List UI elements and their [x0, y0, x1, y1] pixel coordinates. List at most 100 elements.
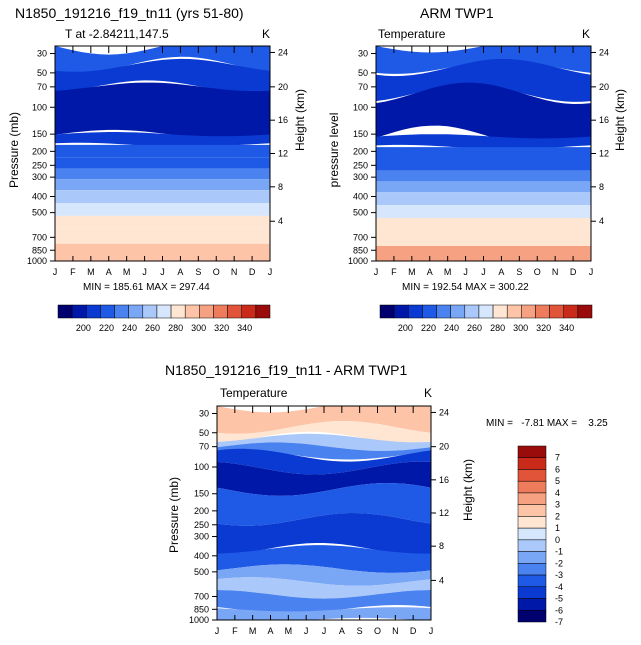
colorbar-swatch	[549, 304, 564, 319]
y-tick-label: 1000	[27, 256, 47, 266]
colorbar-swatch	[71, 304, 87, 319]
x-tick-label: M	[444, 267, 452, 277]
colorbar-swatch	[517, 551, 547, 564]
colorbar-label: -5	[555, 594, 563, 604]
y-tick-label: 50	[358, 68, 368, 78]
y-tick-label: 100	[32, 102, 47, 112]
colorbar-swatch	[199, 304, 214, 319]
x-tick-label: F	[70, 267, 76, 277]
model-y2label: Height (km)	[293, 89, 307, 151]
y2-tick-label: 16	[439, 475, 449, 485]
x-tick-label: J	[142, 267, 147, 277]
colorbar-swatch	[517, 469, 547, 482]
y-tick-label: 30	[358, 49, 368, 59]
y-tick-label: 1000	[348, 256, 368, 266]
colorbar-swatch	[517, 480, 547, 494]
obs-stats: MIN = 192.54 MAX = 300.22	[402, 282, 529, 293]
band-4	[55, 144, 270, 158]
colorbar-label: 200	[76, 323, 91, 333]
colorbar-label: 1	[555, 523, 560, 533]
x-tick-label: J	[429, 626, 434, 636]
y-tick-label: 200	[353, 146, 368, 156]
colorbar-swatch	[156, 304, 172, 319]
colorbar-label: 220	[99, 323, 114, 333]
obs-y2-ticks: 24 20 16 12 8 4	[591, 47, 609, 226]
colorbar-swatch	[170, 304, 186, 319]
x-tick-label: M	[87, 267, 95, 277]
colorbar-swatch	[408, 304, 423, 319]
diff-y2label: Height (km)	[461, 459, 475, 521]
y-tick-label: 300	[32, 172, 47, 182]
band-6	[376, 170, 591, 182]
colorbar-swatch	[517, 598, 547, 611]
y-tick-label: 1000	[189, 615, 209, 625]
x-tick-label: J	[268, 267, 273, 277]
x-tick-label: N	[392, 626, 399, 636]
y2-tick-label: 12	[278, 149, 288, 159]
band-9	[376, 205, 591, 218]
band-6	[217, 483, 431, 526]
diff-stats: MIN = -7.81 MAX = 3.25	[486, 418, 608, 429]
y2-tick-label: 12	[439, 508, 449, 518]
band-8	[376, 192, 591, 206]
x-tick-label: F	[391, 267, 397, 277]
colorbar-swatch	[57, 304, 73, 319]
colorbar-label: -3	[555, 570, 563, 580]
colorbar-label: 340	[559, 323, 574, 333]
x-tick-label: M	[408, 267, 416, 277]
y-tick-label: 100	[194, 462, 209, 472]
y-tick-label: 250	[32, 160, 47, 170]
x-tick-label: N	[231, 267, 238, 277]
colorbar-label: 260	[467, 323, 482, 333]
y-tick-label: 200	[32, 146, 47, 156]
obs-ylabel: pressure level	[327, 113, 341, 188]
band-10	[55, 215, 270, 229]
y2-tick-label: 20	[439, 442, 449, 452]
colorbar-swatch	[517, 457, 547, 470]
y-tick-label: 300	[194, 532, 209, 542]
model-stats: MIN = 185.61 MAX = 297.44	[83, 282, 210, 293]
x-tick-label: A	[339, 626, 345, 636]
y2-tick-label: 4	[439, 575, 444, 585]
y-tick-label: 250	[353, 160, 368, 170]
x-tick-label: J	[322, 626, 327, 636]
x-tick-label: N	[552, 267, 559, 277]
band-5	[376, 159, 591, 171]
model-y2-ticks: 24 20 16 12 8 4	[270, 47, 288, 226]
x-tick-label: F	[232, 626, 238, 636]
colorbar-label: 300	[513, 323, 528, 333]
diff-units: K	[424, 386, 432, 400]
colorbar-swatch	[517, 445, 547, 458]
colorbar-swatch	[241, 304, 257, 319]
colorbar-label: -6	[555, 605, 563, 615]
band-3	[217, 442, 431, 460]
colorbar-swatch	[492, 304, 508, 319]
band-3	[55, 132, 270, 147]
x-tick-label: J	[481, 267, 486, 277]
x-tick-label: O	[213, 267, 220, 277]
y-tick-label: 500	[194, 567, 209, 577]
colorbar-swatch	[535, 304, 550, 319]
model-ylabel: Pressure (mb)	[7, 112, 21, 188]
colorbar-swatch	[422, 304, 437, 319]
colorbar-label: 6	[555, 464, 560, 474]
band-1	[376, 58, 591, 102]
y2-tick-label: 20	[599, 82, 609, 92]
x-tick-label: A	[106, 267, 112, 277]
band-1	[55, 58, 270, 94]
colorbar-label: -1	[555, 547, 563, 557]
x-tick-label: M	[285, 626, 293, 636]
band-1	[217, 421, 431, 445]
band-7	[217, 513, 431, 556]
band-2	[55, 82, 270, 139]
colorbar-swatch	[478, 304, 494, 319]
colorbar-swatch	[517, 610, 547, 623]
band-11	[55, 228, 270, 244]
colorbar-label: 220	[421, 323, 436, 333]
colorbar-swatch	[517, 516, 547, 529]
model-colorbar: 200 220 240 260 280 300 320 340	[57, 304, 271, 333]
x-tick-label: S	[357, 626, 363, 636]
